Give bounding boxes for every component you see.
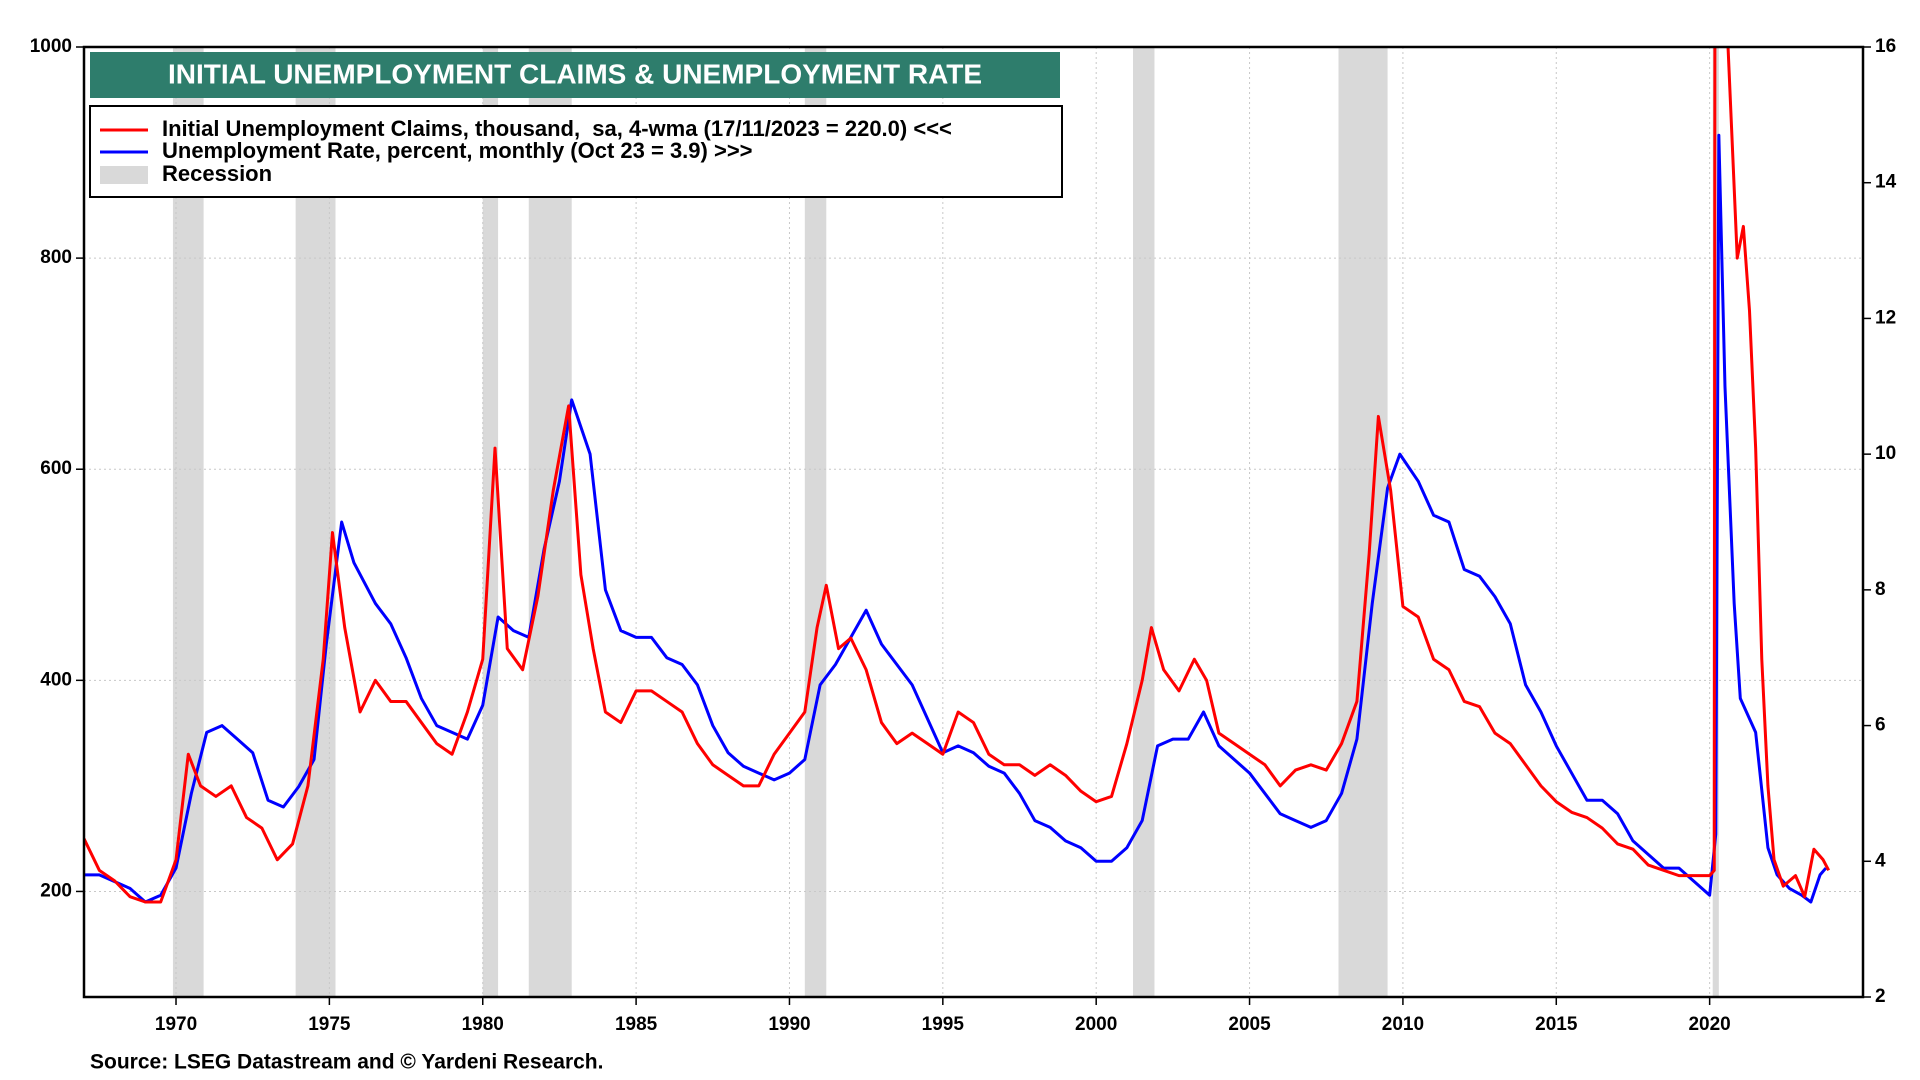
y2-tick-label: 4 bbox=[1875, 850, 1886, 871]
legend-label: Initial Unemployment Claims, thousand, s… bbox=[162, 116, 952, 141]
x-tick-label: 2005 bbox=[1228, 1014, 1271, 1035]
y2-tick-label: 6 bbox=[1875, 715, 1886, 736]
x-tick-label: 2010 bbox=[1382, 1014, 1424, 1035]
series-line bbox=[84, 47, 1830, 904]
x-tick-label: 1995 bbox=[922, 1014, 965, 1035]
legend-label: Unemployment Rate, percent, monthly (Oct… bbox=[162, 138, 753, 163]
plot-frame bbox=[82, 45, 1865, 999]
y2-tick-label: 8 bbox=[1875, 579, 1886, 600]
y-tick-label: 400 bbox=[40, 669, 72, 690]
x-tick-label: 1985 bbox=[615, 1014, 658, 1035]
y-tick-label: 600 bbox=[40, 458, 72, 479]
x-tick-label: 2000 bbox=[1075, 1014, 1117, 1035]
x-tick-label: 1990 bbox=[768, 1014, 810, 1035]
title-box bbox=[90, 52, 1060, 98]
y2-tick-label: 14 bbox=[1875, 172, 1897, 193]
x-tick-label: 2015 bbox=[1535, 1014, 1578, 1035]
x-tick-label: 1970 bbox=[155, 1014, 197, 1035]
plot-background bbox=[84, 46, 1863, 997]
recession-band bbox=[804, 47, 827, 997]
recession-band bbox=[1338, 47, 1388, 997]
x-tick-label: 2020 bbox=[1688, 1014, 1730, 1035]
y2-tick-label: 2 bbox=[1875, 986, 1886, 1007]
legend-box bbox=[89, 105, 1063, 198]
legend-label: Recession bbox=[162, 161, 272, 186]
y2-tick-label: 10 bbox=[1875, 443, 1896, 464]
chart-title: INITIAL UNEMPLOYMENT CLAIMS & UNEMPLOYME… bbox=[168, 58, 982, 89]
y-tick-label: 1000 bbox=[30, 36, 72, 57]
recession-band bbox=[295, 47, 336, 997]
series-line bbox=[84, 133, 1828, 904]
y2-tick-label: 16 bbox=[1875, 36, 1896, 57]
legend-swatch bbox=[100, 166, 148, 184]
source-note: Source: LSEG Datastream and © Yardeni Re… bbox=[90, 1051, 603, 1074]
plot-lines bbox=[84, 47, 1830, 904]
y-tick-label: 800 bbox=[40, 247, 72, 268]
recession-band bbox=[1132, 47, 1155, 997]
y-tick-label: 200 bbox=[40, 880, 72, 901]
x-tick-label: 1980 bbox=[462, 1014, 504, 1035]
x-tick-label: 1975 bbox=[308, 1014, 351, 1035]
y2-tick-label: 12 bbox=[1875, 307, 1896, 328]
